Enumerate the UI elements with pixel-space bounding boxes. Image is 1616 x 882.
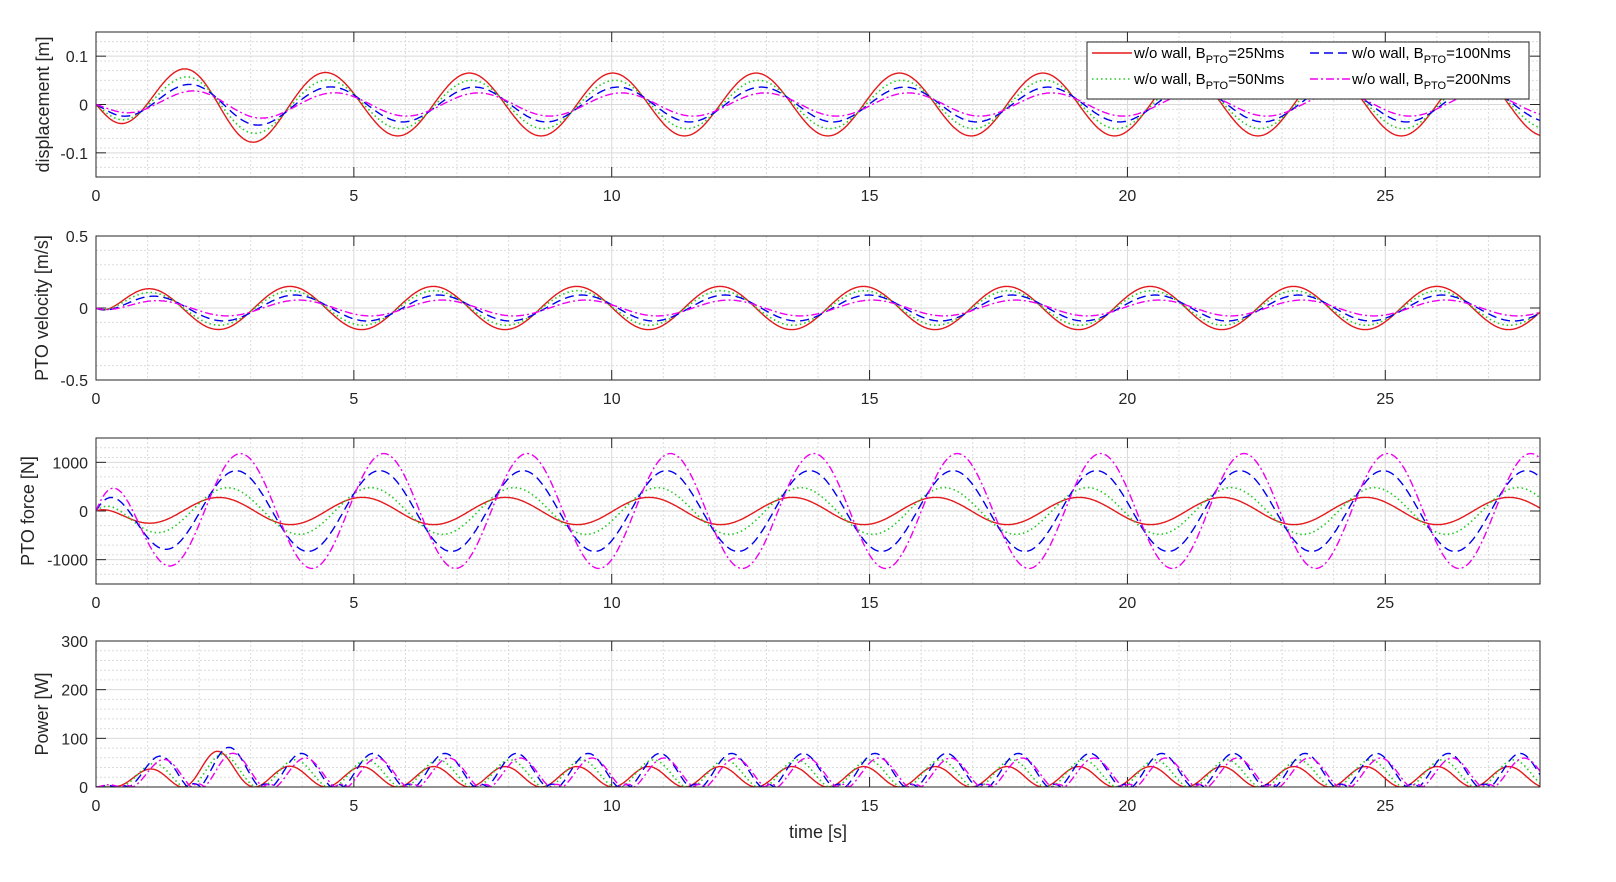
series-line-1 — [96, 285, 1540, 331]
x-tick-label: 10 — [603, 391, 621, 408]
legend-label-suffix: =25Nms — [1228, 45, 1284, 62]
y-tick-label: 0 — [79, 98, 88, 115]
series-line-3 — [96, 469, 1540, 553]
legend-label: w/o wall, BPTO=100Nms — [1351, 45, 1511, 66]
x-tick-label: 0 — [92, 391, 101, 408]
y-axis-label: displacement [m] — [33, 36, 53, 172]
legend-label-suffix: =100Nms — [1446, 45, 1511, 62]
y-tick-label: -1000 — [47, 553, 88, 570]
legend-label: w/o wall, BPTO=200Nms — [1351, 71, 1511, 92]
axes-box — [95, 31, 1541, 178]
x-tick-label: 25 — [1376, 391, 1394, 408]
series-line-3 — [96, 746, 1540, 787]
x-tick-label: 15 — [861, 798, 879, 815]
legend-label-suffix: =50Nms — [1228, 71, 1284, 88]
x-tick-label: 20 — [1119, 391, 1137, 408]
x-tick-label: 20 — [1119, 798, 1137, 815]
legend-label-prefix: w/o wall, B — [1133, 71, 1206, 88]
x-tick-label: 0 — [92, 188, 101, 205]
y-tick-label: -0.5 — [60, 373, 88, 390]
x-tick-label: 10 — [603, 798, 621, 815]
x-tick-label: 0 — [92, 798, 101, 815]
legend: w/o wall, BPTO=25Nms w/o wall, BPTO=100Nm… — [1086, 41, 1530, 100]
legend-label-prefix: w/o wall, B — [1133, 45, 1206, 62]
legend-label: w/o wall, BPTO=25Nms — [1133, 45, 1284, 66]
subplot-4: 0 5 10 15 20 25 0 100 200 300 Power [W] time [s] — [32, 634, 1541, 842]
x-tick-label: 15 — [861, 391, 879, 408]
y-tick-label: 1000 — [52, 455, 88, 472]
x-axis-label: time [s] — [789, 822, 847, 842]
x-tick-label: 20 — [1119, 188, 1137, 205]
y-tick-label: 0 — [79, 780, 88, 797]
series-line-2 — [96, 76, 1540, 135]
y-tick-label: 0 — [79, 504, 88, 521]
y-tick-label: 300 — [61, 634, 88, 651]
series-line-1 — [96, 496, 1540, 526]
series-line-4 — [96, 90, 1540, 119]
y-axis-label: PTO velocity [m/s] — [32, 235, 52, 381]
y-tick-label: 0.1 — [66, 49, 88, 66]
legend-label-suffix: =200Nms — [1446, 71, 1511, 88]
legend-label: w/o wall, BPTO=50Nms — [1133, 71, 1284, 92]
legend-label-prefix: w/o wall, B — [1351, 45, 1424, 62]
y-axis-label: PTO force [N] — [18, 456, 38, 566]
y-tick-label: 200 — [61, 683, 88, 700]
series-line-1 — [96, 750, 1540, 787]
x-tick-label: 5 — [349, 595, 358, 612]
x-tick-label: 10 — [603, 595, 621, 612]
legend-label-subscript: PTO — [1206, 80, 1229, 92]
x-tick-label: 5 — [349, 188, 358, 205]
x-tick-label: 5 — [349, 798, 358, 815]
x-tick-label: 25 — [1376, 798, 1394, 815]
legend-box — [1086, 41, 1530, 100]
x-tick-label: 10 — [603, 188, 621, 205]
x-tick-label: 5 — [349, 391, 358, 408]
axes-box — [95, 640, 1541, 788]
series-line-4 — [96, 299, 1540, 317]
legend-label-subscript: PTO — [1424, 54, 1447, 66]
y-tick-label: -0.1 — [60, 146, 88, 163]
x-tick-label: 25 — [1376, 188, 1394, 205]
series-line-3 — [96, 294, 1540, 322]
y-tick-label: 0.5 — [66, 229, 88, 246]
x-tick-label: 15 — [861, 595, 879, 612]
legend-label-subscript: PTO — [1424, 80, 1447, 92]
x-tick-label: 0 — [92, 595, 101, 612]
y-axis-label: Power [W] — [32, 672, 52, 755]
legend-label-prefix: w/o wall, B — [1351, 71, 1424, 88]
y-tick-label: 0 — [79, 301, 88, 318]
subplot-3: 0 5 10 15 20 25 -1000 0 1000 PTO force [N] — [18, 437, 1541, 612]
series-line-4 — [96, 752, 1540, 787]
axes-box — [95, 437, 1541, 585]
x-tick-label: 15 — [861, 188, 879, 205]
x-tick-label: 25 — [1376, 595, 1394, 612]
x-tick-label: 20 — [1119, 595, 1137, 612]
legend-label-subscript: PTO — [1206, 54, 1229, 66]
y-tick-label: 100 — [61, 731, 88, 748]
axes-box — [95, 235, 1541, 381]
